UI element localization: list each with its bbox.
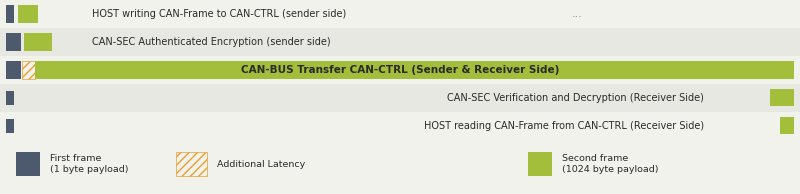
FancyBboxPatch shape <box>176 152 207 176</box>
FancyBboxPatch shape <box>6 91 14 105</box>
FancyBboxPatch shape <box>780 117 794 134</box>
Text: CAN-BUS Transfer CAN-CTRL (Sender & Receiver Side): CAN-BUS Transfer CAN-CTRL (Sender & Rece… <box>241 65 559 75</box>
Text: CAN-SEC Verification and Decryption (Receiver Side): CAN-SEC Verification and Decryption (Rec… <box>447 93 704 103</box>
Text: HOST reading CAN-Frame from CAN-CTRL (Receiver Side): HOST reading CAN-Frame from CAN-CTRL (Re… <box>424 121 704 131</box>
Text: Second frame
(1024 byte payload): Second frame (1024 byte payload) <box>562 154 658 174</box>
FancyBboxPatch shape <box>770 89 794 107</box>
Text: CAN-SEC Authenticated Encryption (sender side): CAN-SEC Authenticated Encryption (sender… <box>92 37 330 47</box>
FancyBboxPatch shape <box>0 112 800 140</box>
Text: ...: ... <box>572 9 583 19</box>
FancyBboxPatch shape <box>18 5 38 23</box>
FancyBboxPatch shape <box>6 119 14 133</box>
Text: First frame
(1 byte payload): First frame (1 byte payload) <box>50 154 128 174</box>
FancyBboxPatch shape <box>6 5 14 23</box>
FancyBboxPatch shape <box>0 28 800 56</box>
FancyBboxPatch shape <box>0 0 800 28</box>
FancyBboxPatch shape <box>6 33 21 51</box>
Text: HOST writing CAN-Frame to CAN-CTRL (sender side): HOST writing CAN-Frame to CAN-CTRL (send… <box>92 9 346 19</box>
FancyBboxPatch shape <box>0 56 800 84</box>
FancyBboxPatch shape <box>528 152 552 176</box>
FancyBboxPatch shape <box>0 84 800 112</box>
Text: Additional Latency: Additional Latency <box>217 160 305 169</box>
FancyBboxPatch shape <box>22 61 35 79</box>
FancyBboxPatch shape <box>16 152 40 176</box>
FancyBboxPatch shape <box>24 33 52 51</box>
FancyBboxPatch shape <box>35 61 794 79</box>
FancyBboxPatch shape <box>6 61 21 79</box>
